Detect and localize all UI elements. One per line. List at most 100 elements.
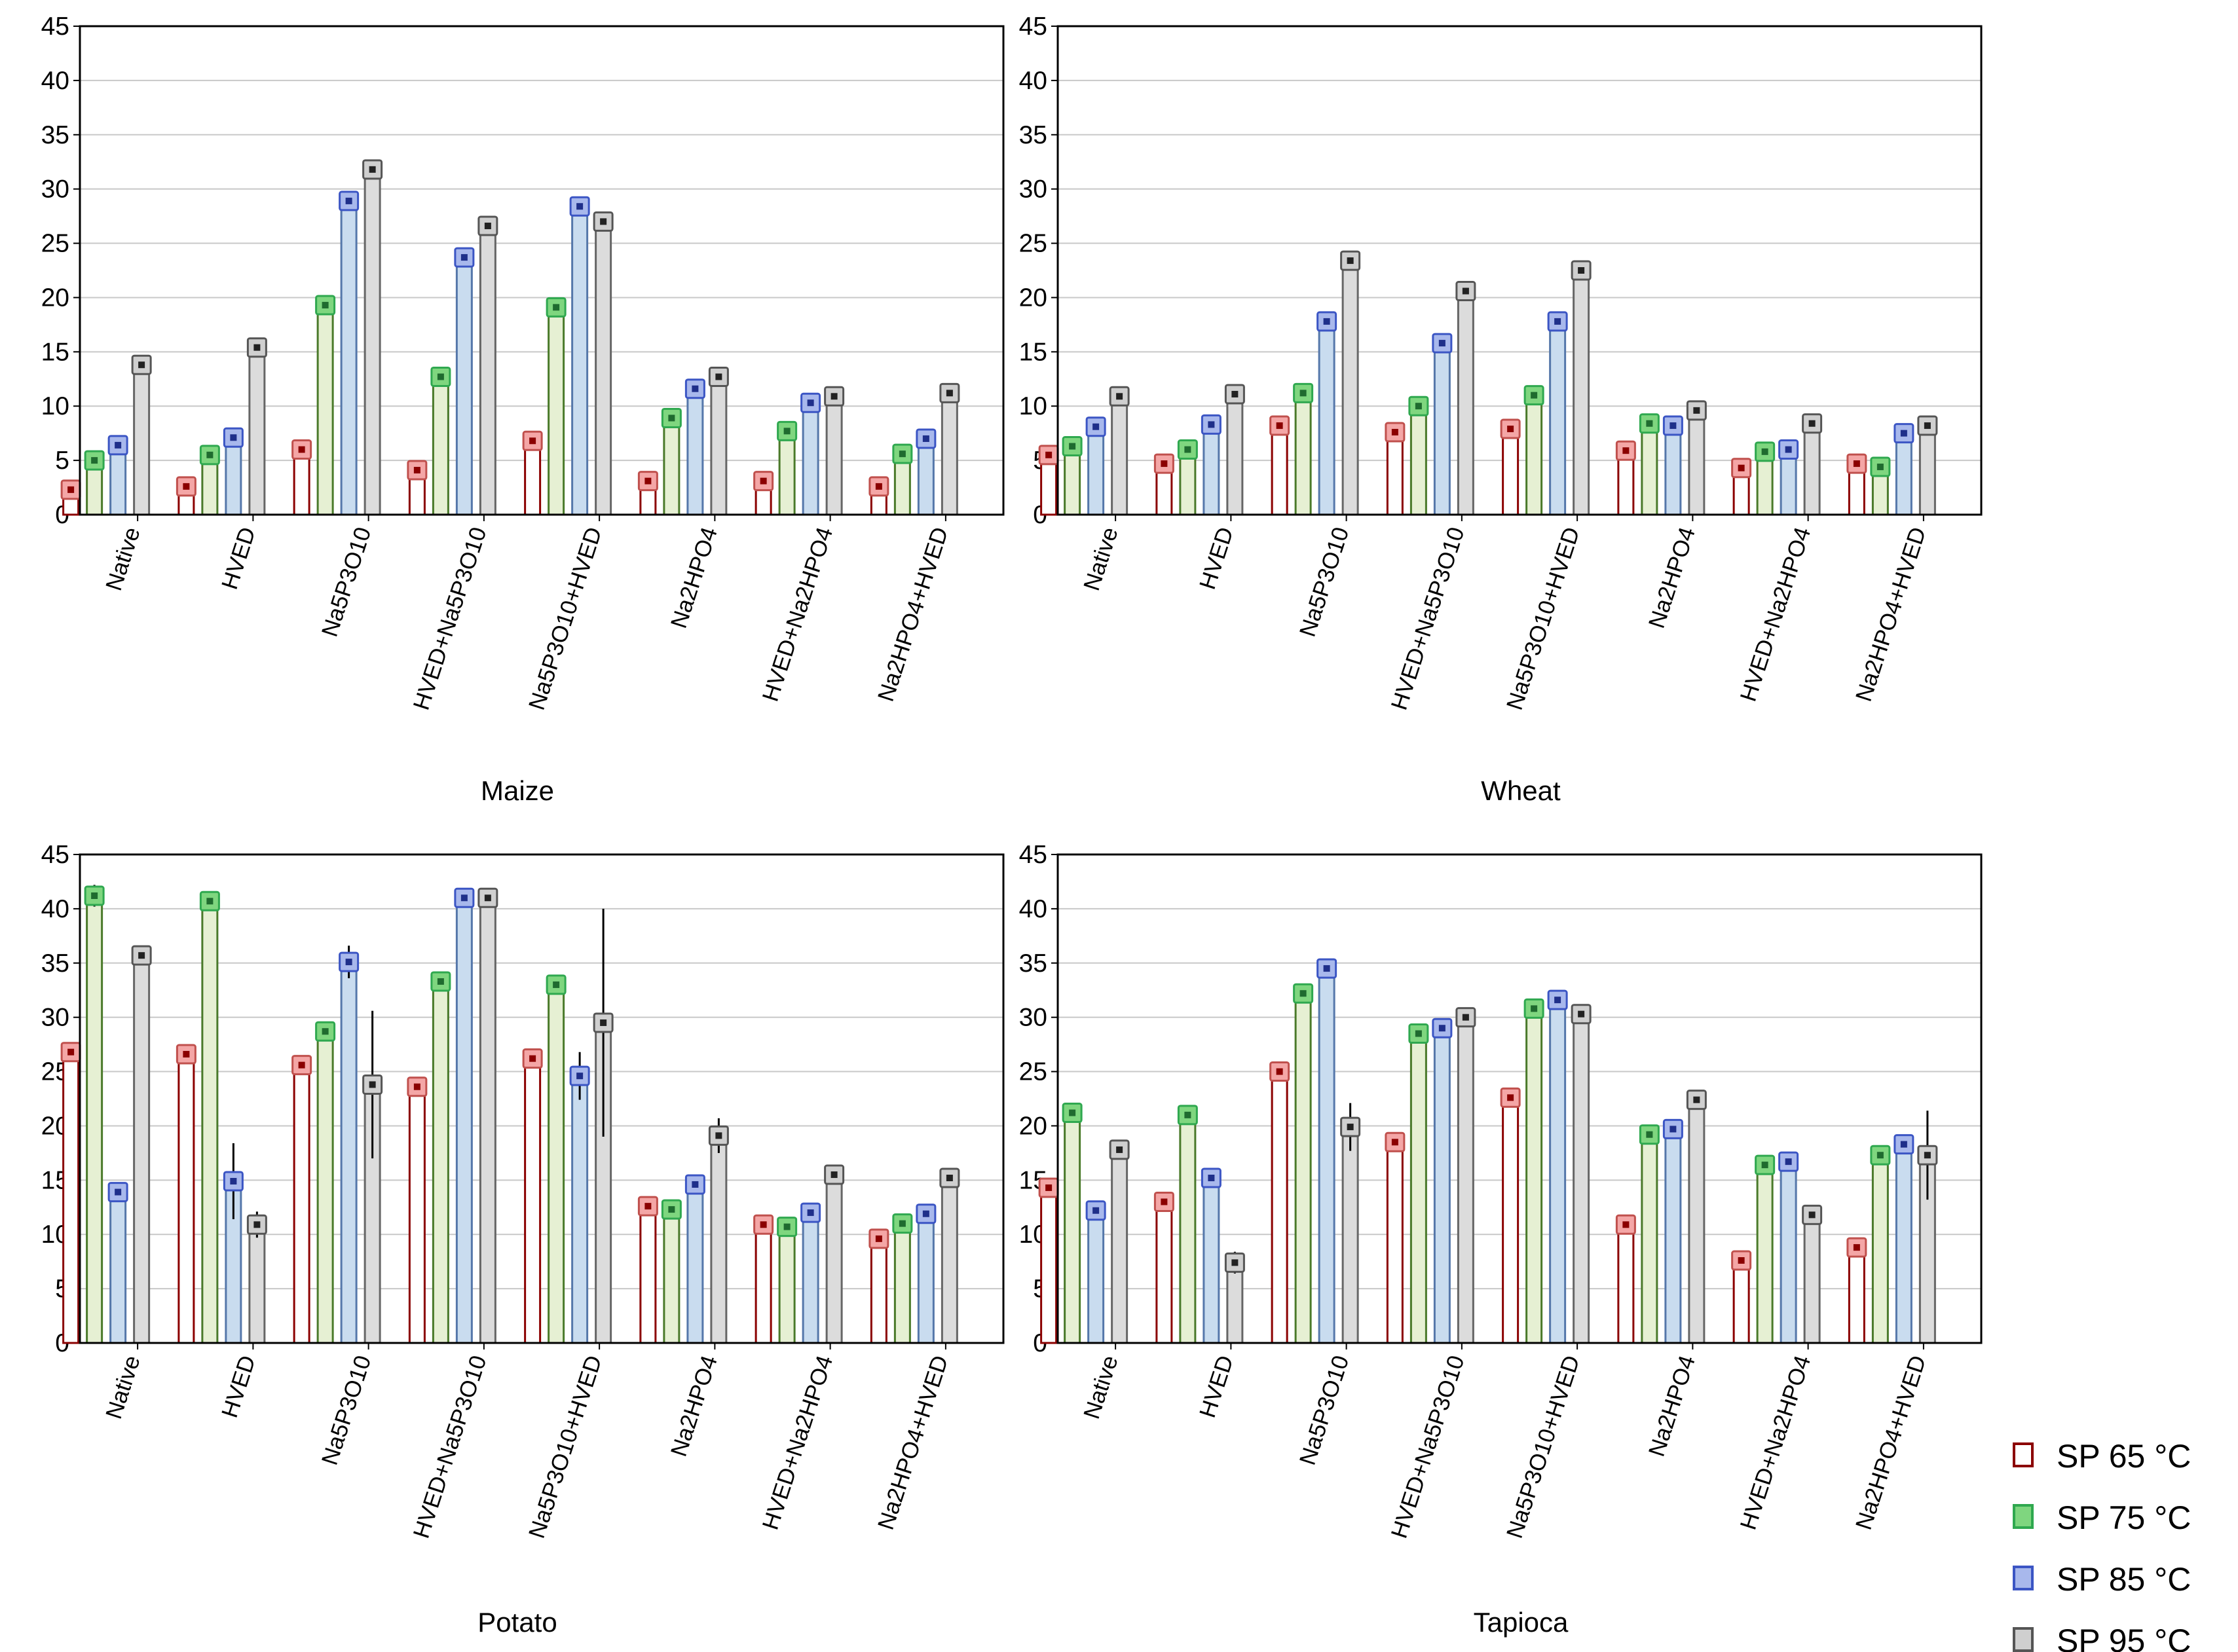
mean-dot: [1231, 390, 1239, 397]
bar: [1433, 1027, 1451, 1344]
mean-dot: [230, 434, 237, 441]
bar: [1848, 1246, 1865, 1344]
mean-dot: [1323, 318, 1330, 325]
mean-dot: [1462, 287, 1469, 295]
y-tick-label: 20: [1019, 284, 1047, 312]
mean-dot: [576, 1073, 584, 1080]
bar: [1803, 422, 1821, 516]
category-label: HVED+Na5P3O10: [409, 1352, 492, 1541]
bar: [710, 375, 728, 516]
category-label: Na5P3O10: [317, 524, 377, 640]
mean-dot: [115, 1188, 122, 1196]
bar: [571, 205, 589, 516]
y-tick-label: 35: [41, 949, 69, 978]
mean-dot: [1415, 403, 1422, 410]
category-label: HVED: [1195, 524, 1239, 593]
bar: [802, 1211, 819, 1344]
mean-dot: [1785, 1158, 1792, 1166]
mean-dot: [875, 1235, 882, 1242]
mean-dot: [1347, 257, 1354, 265]
bar: [1386, 431, 1404, 516]
mean-dot: [807, 1209, 814, 1217]
category-label: HVED+Na5P3O10: [1387, 524, 1470, 713]
bar: [1641, 422, 1658, 516]
legend: SP 65 °C SP 75 °C SP 85 °C SP 95 °C: [2013, 1438, 2191, 1652]
mean-dot: [576, 203, 584, 210]
bar: [479, 225, 496, 516]
category-label: Na2HPO4+HVED: [873, 1352, 954, 1533]
mean-dot: [1622, 447, 1630, 454]
y-tick-label: 30: [41, 1004, 69, 1032]
y-tick-label: 20: [1019, 1112, 1047, 1140]
bar: [1040, 1186, 1058, 1344]
bar: [1341, 259, 1359, 516]
bar: [316, 304, 334, 516]
bar: [1409, 1033, 1427, 1344]
mean-dot: [1415, 1030, 1422, 1037]
bar: [595, 220, 612, 516]
mean-dot: [1785, 446, 1792, 453]
mean-dot: [760, 477, 767, 485]
bar: [1549, 320, 1567, 516]
y-tick-label: 45: [1019, 12, 1047, 41]
bar: [1664, 1128, 1682, 1344]
mean-dot: [553, 981, 560, 988]
y-tick-label: 5: [55, 447, 69, 475]
mean-dot: [783, 428, 791, 435]
plot-frame: [79, 853, 1005, 1344]
bar: [248, 346, 266, 516]
bar: [201, 900, 219, 1344]
bar: [1688, 409, 1706, 516]
bar: [825, 395, 843, 516]
legend-swatch: [2013, 1442, 2034, 1467]
mean-dot: [1299, 990, 1307, 997]
bar: [1087, 426, 1105, 516]
bar: [1409, 405, 1427, 516]
mean-dot: [899, 450, 906, 458]
category-label: Na5P3O10: [317, 1352, 377, 1468]
bar: [109, 1191, 127, 1344]
bar: [1871, 1154, 1889, 1344]
mean-dot: [830, 1171, 838, 1179]
y-tick-label: 20: [41, 284, 69, 312]
bar: [1641, 1133, 1658, 1344]
maize-chart: 051015202530354045NativeHVEDNa5P3O10HVED…: [41, 12, 1005, 806]
mean-dot: [1438, 340, 1445, 347]
y-tick-label: 25: [1019, 230, 1047, 258]
mean-dot: [253, 344, 261, 351]
y-tick-label: 15: [1019, 338, 1047, 366]
bar: [316, 1030, 334, 1344]
bar: [639, 1205, 657, 1344]
mean-dot: [138, 361, 145, 369]
mean-dot: [322, 302, 329, 309]
bar: [524, 1057, 542, 1344]
bar: [917, 1213, 935, 1344]
plot-frame: [1056, 25, 1983, 516]
mean-dot: [922, 1210, 929, 1217]
mean-dot: [67, 486, 75, 493]
bar: [710, 1134, 728, 1344]
mean-dot: [183, 483, 190, 490]
mean-dot: [1876, 1152, 1884, 1159]
mean-dot: [1507, 1094, 1514, 1101]
mean-dot: [460, 254, 468, 261]
mean-dot: [946, 1175, 953, 1182]
bar: [1341, 1126, 1359, 1344]
mean-dot: [1693, 1096, 1700, 1103]
mean-dot: [1578, 1010, 1585, 1018]
legend-label: SP 65 °C: [2057, 1438, 2191, 1475]
mean-dot: [1646, 420, 1653, 427]
mean-dot: [1531, 392, 1538, 399]
bar: [1111, 1148, 1128, 1344]
mean-dot: [1531, 1005, 1538, 1012]
mean-dot: [644, 477, 652, 485]
mean-dot: [1116, 1146, 1123, 1153]
panel-title: Potato: [477, 1607, 557, 1638]
mean-dot: [1853, 460, 1860, 468]
bar: [893, 1222, 911, 1344]
bar: [1732, 1259, 1750, 1344]
category-label: Na2HPO4: [1644, 1352, 1700, 1459]
mean-dot: [946, 390, 953, 397]
bar: [1502, 428, 1520, 516]
y-tick-label: 30: [1019, 1004, 1047, 1032]
